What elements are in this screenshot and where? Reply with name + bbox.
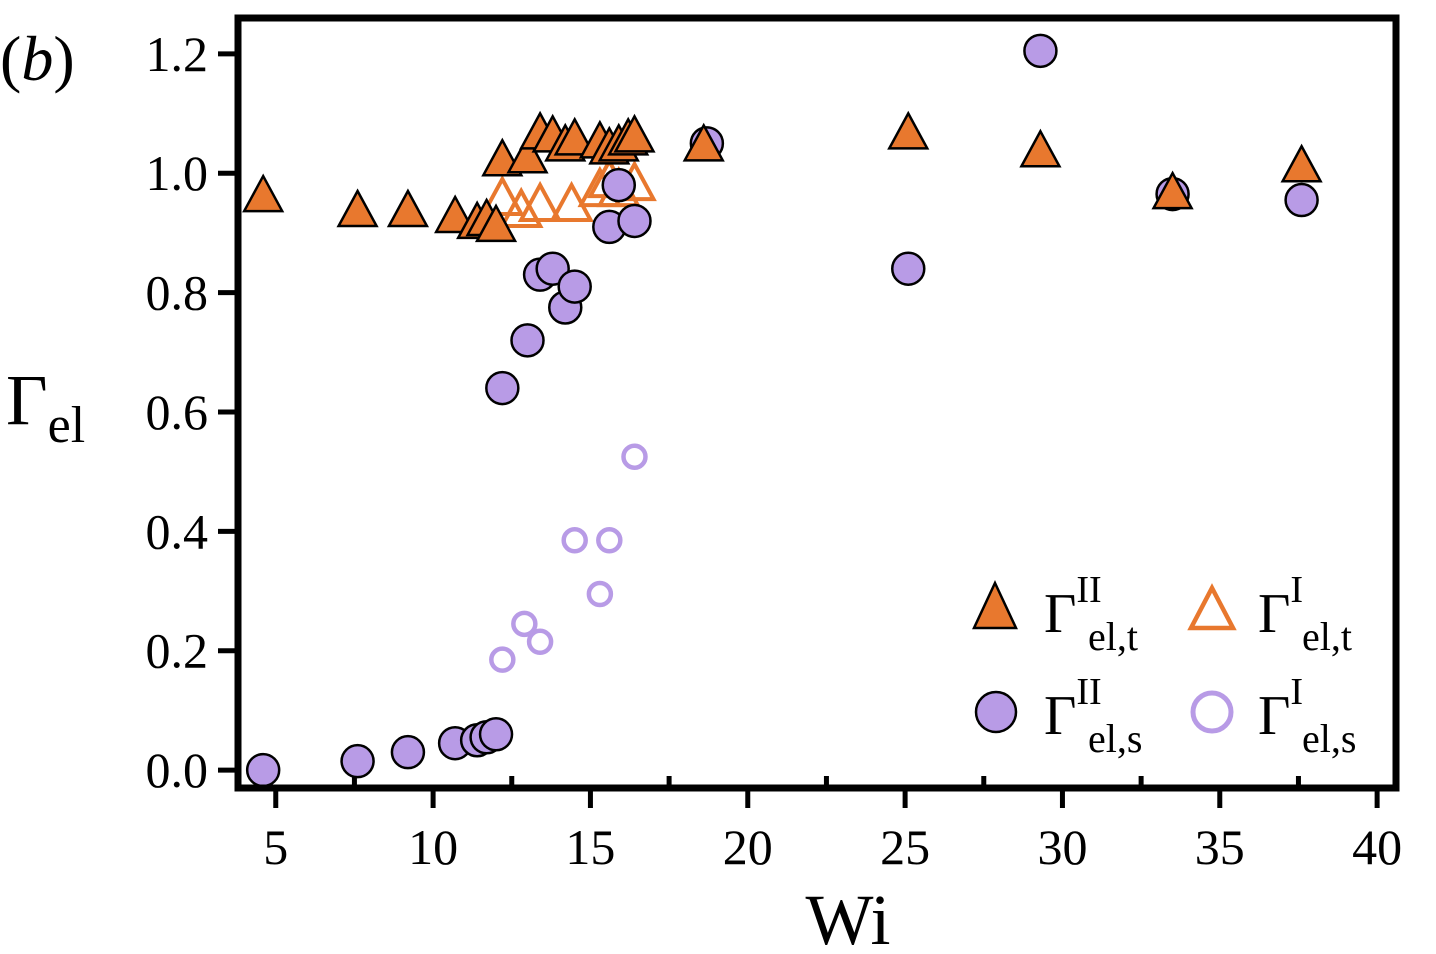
data-point-circle-filled (340, 743, 375, 779)
x-tick-label: 25 (880, 819, 930, 875)
data-point-circle-open (511, 610, 538, 638)
y-tick-label: 0.6 (146, 384, 209, 440)
x-tick-label: 30 (1037, 819, 1087, 875)
legend-label-el-t-i: ΓI el,t (1258, 569, 1352, 659)
y-axis-title-symbol: Γ (6, 360, 48, 440)
data-point-triangle-open (517, 180, 563, 223)
data-point-triangle-filled (336, 188, 379, 228)
legend-label-el-t-ii-sub: el,t (1088, 614, 1138, 659)
data-point-triangle-filled (613, 113, 656, 153)
legend-label-el-s-ii-symbol: Γ (1044, 685, 1076, 747)
data-point-triangle-filled (474, 203, 518, 243)
x-tick-label: 40 (1352, 819, 1402, 875)
legend-marker-el-t-i (1187, 583, 1237, 631)
y-axis-title-sub: el (48, 397, 86, 454)
data-point-triangle-filled (386, 188, 430, 228)
data-point-circle-filled (1284, 182, 1319, 218)
x-tick-label: 10 (408, 819, 458, 875)
data-point-circle-filled (1023, 33, 1058, 69)
data-point-circle-open (526, 628, 554, 656)
data-point-triangle-filled (887, 110, 930, 150)
legend-label-el-s-i-sup: I (1290, 671, 1303, 713)
x-tick-label: 20 (723, 819, 773, 875)
data-point-circle-filled (510, 323, 545, 358)
y-tick-label: 0.2 (146, 623, 209, 679)
y-tick-label: 0.4 (146, 503, 209, 559)
legend-label-el-s-i-sub: el,s (1302, 716, 1356, 761)
data-point-circle-open (621, 443, 648, 470)
y-tick-label: 1.2 (146, 26, 209, 82)
data-point-circle-filled (245, 752, 281, 788)
legend-label-el-t-ii: ΓII el,t (1044, 569, 1138, 659)
data-point-triangle-filled (553, 116, 596, 156)
panel-label-letter: b (21, 23, 53, 94)
y-tick-label: 0.0 (146, 742, 209, 798)
series-el-s-i (489, 443, 648, 673)
legend-label-el-t-i-symbol: Γ (1258, 583, 1290, 645)
data-point-triangle-filled (1019, 128, 1062, 168)
data-point-circle-filled (601, 167, 637, 203)
y-tick-label: 1.0 (146, 145, 209, 201)
legend-label-el-s-i: ΓI el,s (1258, 671, 1356, 761)
data-point-circle-open (586, 580, 614, 608)
data-point-triangle-open (479, 174, 525, 217)
legend-label-el-t-i-sup: I (1290, 569, 1303, 611)
legend-label-el-s-ii: ΓII el,s (1044, 671, 1142, 761)
x-tick-label: 35 (1195, 819, 1245, 875)
panel-label-close: ) (53, 23, 74, 94)
data-point-circle-filled (485, 370, 520, 406)
data-point-circle-filled (891, 251, 926, 286)
data-point-circle-open (596, 527, 623, 554)
data-point-triangle-filled (506, 134, 549, 174)
legend: ΓII el,t ΓI el,t ΓII el,s ΓI el,s (972, 569, 1356, 761)
panel-label: (b) (0, 23, 75, 94)
x-tick-label: 15 (565, 819, 615, 875)
data-point-triangle-filled (242, 173, 285, 213)
data-point-circle-filled (390, 734, 426, 770)
x-axis-title: Wi (805, 880, 890, 954)
legend-label-el-t-ii-sup: II (1076, 569, 1101, 611)
axis-ticks: 0.0 0.2 0.4 0.6 0.8 1.0 1.2 5 10 15 20 25 30 35 40 (146, 26, 1403, 875)
data-point-triangle-filled (434, 194, 477, 234)
data-point-circle-filled (617, 203, 652, 239)
series-el-t-ii (242, 110, 1323, 243)
legend-label-el-t-ii-symbol: Γ (1044, 583, 1076, 645)
data-point-circle-open (561, 527, 588, 554)
legend-marker-el-s-ii (974, 690, 1018, 734)
data-point-triangle-filled (1151, 170, 1194, 210)
y-axis-title: Γel (6, 360, 85, 454)
data-point-triangle-open (498, 186, 544, 228)
data-point-circle-filled (557, 269, 592, 304)
legend-marker-el-t-ii (972, 580, 1018, 630)
data-marks (242, 33, 1323, 788)
data-point-circle-open (489, 646, 516, 673)
data-point-triangle-filled (1280, 143, 1323, 183)
plot-frame (234, 14, 1400, 792)
y-tick-label: 0.8 (146, 265, 209, 321)
legend-label-el-t-i-sub: el,t (1302, 614, 1352, 659)
data-point-triangle-filled (682, 122, 725, 162)
legend-label-el-s-ii-sup: II (1076, 671, 1101, 713)
legend-marker-el-s-i (1190, 690, 1234, 734)
x-tick-label: 5 (263, 819, 288, 875)
data-point-circle-filled (478, 717, 514, 752)
legend-label-el-s-ii-sub: el,s (1088, 716, 1142, 761)
legend-label-el-s-i-symbol: Γ (1258, 685, 1290, 747)
panel-label-open: ( (0, 23, 21, 94)
series-el-s-ii (245, 33, 1319, 788)
